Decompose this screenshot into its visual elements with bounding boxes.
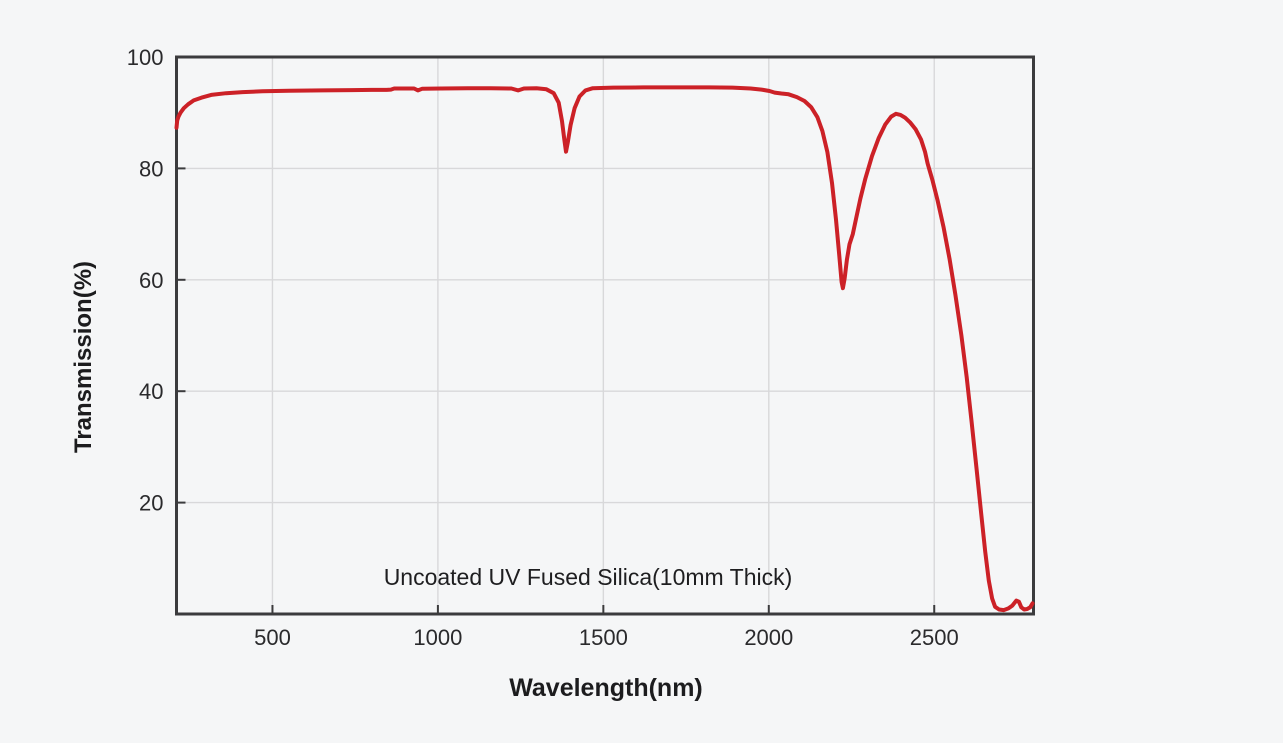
y-axis-title: Transmission(%) [70, 261, 97, 453]
y-tick-label: 20 [139, 491, 163, 516]
x-axis-tick-labels: 500 1000 1500 2000 2500 [254, 625, 959, 650]
transmission-curve [174, 85, 1035, 613]
y-axis-tick-labels: 20 40 60 80 100 [127, 45, 164, 516]
axis-ticks [176, 56, 936, 614]
x-tick-label: 1000 [413, 625, 462, 650]
x-axis-title: Wavelength(nm) [509, 674, 703, 702]
annotation-label: Uncoated UV Fused Silica(10mm Thick) [384, 564, 793, 590]
y-tick-label: 40 [139, 379, 163, 404]
x-tick-label: 2500 [910, 625, 959, 650]
plot-frame [175, 55, 1035, 616]
x-tick-label: 1500 [579, 625, 628, 650]
y-tick-label: 100 [127, 45, 164, 70]
x-tick-label: 2000 [744, 625, 793, 650]
y-tick-label: 60 [139, 268, 163, 293]
y-tick-label: 80 [139, 156, 163, 181]
x-tick-label: 500 [254, 625, 291, 650]
gridlines [176, 57, 1034, 614]
